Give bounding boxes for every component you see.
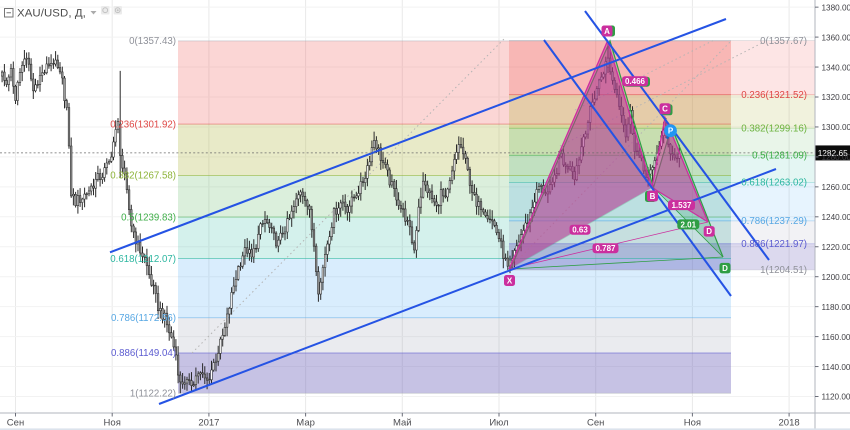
svg-text:1140.00: 1140.00: [822, 363, 850, 372]
svg-text:0.5(1281.09): 0.5(1281.09): [752, 150, 807, 161]
svg-text:0.886(1149.04): 0.886(1149.04): [111, 348, 176, 359]
svg-text:0.886(1221.97): 0.886(1221.97): [741, 239, 807, 250]
svg-text:0.618(1263.02): 0.618(1263.02): [741, 178, 807, 189]
svg-text:1220.00: 1220.00: [822, 243, 850, 252]
svg-text:C: C: [662, 105, 668, 114]
svg-text:1280.00: 1280.00: [822, 153, 850, 162]
svg-text:0(1357.67): 0(1357.67): [760, 36, 807, 47]
svg-text:0.786(1172.56): 0.786(1172.56): [111, 313, 176, 324]
svg-text:P: P: [668, 127, 674, 136]
svg-text:2018: 2018: [779, 418, 800, 429]
svg-text:0.63: 0.63: [572, 226, 588, 235]
svg-text:1(1122.22): 1(1122.22): [130, 388, 176, 399]
svg-text:1160.00: 1160.00: [822, 333, 850, 342]
svg-text:1300.00: 1300.00: [822, 123, 850, 132]
svg-text:1.537: 1.537: [671, 201, 692, 210]
svg-text:Сен: Сен: [587, 418, 604, 429]
svg-text:D: D: [722, 264, 728, 273]
svg-text:1180.00: 1180.00: [822, 303, 850, 312]
svg-text:X: X: [507, 276, 513, 285]
svg-text:2017: 2017: [198, 418, 219, 429]
svg-text:Ноя: Ноя: [684, 418, 701, 429]
svg-text:0.5(1239.83): 0.5(1239.83): [121, 212, 176, 223]
svg-text:0.786(1237.29): 0.786(1237.29): [741, 216, 807, 227]
svg-text:1320.00: 1320.00: [822, 93, 850, 102]
svg-text:0.236(1301.92): 0.236(1301.92): [110, 119, 176, 130]
svg-text:1200.00: 1200.00: [822, 273, 850, 282]
svg-text:2.01: 2.01: [681, 220, 697, 229]
svg-text:0(1357.43): 0(1357.43): [129, 36, 176, 47]
svg-text:1282.65: 1282.65: [818, 148, 848, 158]
svg-text:0.466: 0.466: [625, 77, 646, 86]
svg-text:Май: Май: [393, 418, 412, 429]
svg-text:XAU/USD, Д,: XAU/USD, Д,: [17, 8, 86, 20]
svg-text:1360.00: 1360.00: [822, 33, 850, 42]
svg-text:Ноя: Ноя: [104, 418, 121, 429]
svg-text:Сен: Сен: [7, 418, 24, 429]
svg-text:1(1204.51): 1(1204.51): [760, 265, 807, 276]
svg-text:A: A: [604, 27, 610, 36]
svg-text:1340.00: 1340.00: [822, 63, 850, 72]
svg-text:0.618(1212.07): 0.618(1212.07): [110, 254, 176, 265]
svg-text:1120.00: 1120.00: [822, 393, 850, 402]
svg-text:0.382(1299.16): 0.382(1299.16): [741, 123, 807, 134]
svg-text:Мар: Мар: [296, 418, 315, 429]
svg-text:0.382(1267.58): 0.382(1267.58): [110, 171, 176, 182]
svg-text:1260.00: 1260.00: [822, 183, 850, 192]
svg-text:0.787: 0.787: [595, 244, 616, 253]
svg-text:B: B: [650, 192, 656, 201]
svg-text:1380.00: 1380.00: [822, 3, 850, 12]
svg-text:Июл: Июл: [489, 418, 508, 429]
svg-text:D: D: [706, 227, 712, 236]
svg-text:0.236(1321.52): 0.236(1321.52): [741, 90, 807, 101]
svg-text:1240.00: 1240.00: [822, 213, 850, 222]
